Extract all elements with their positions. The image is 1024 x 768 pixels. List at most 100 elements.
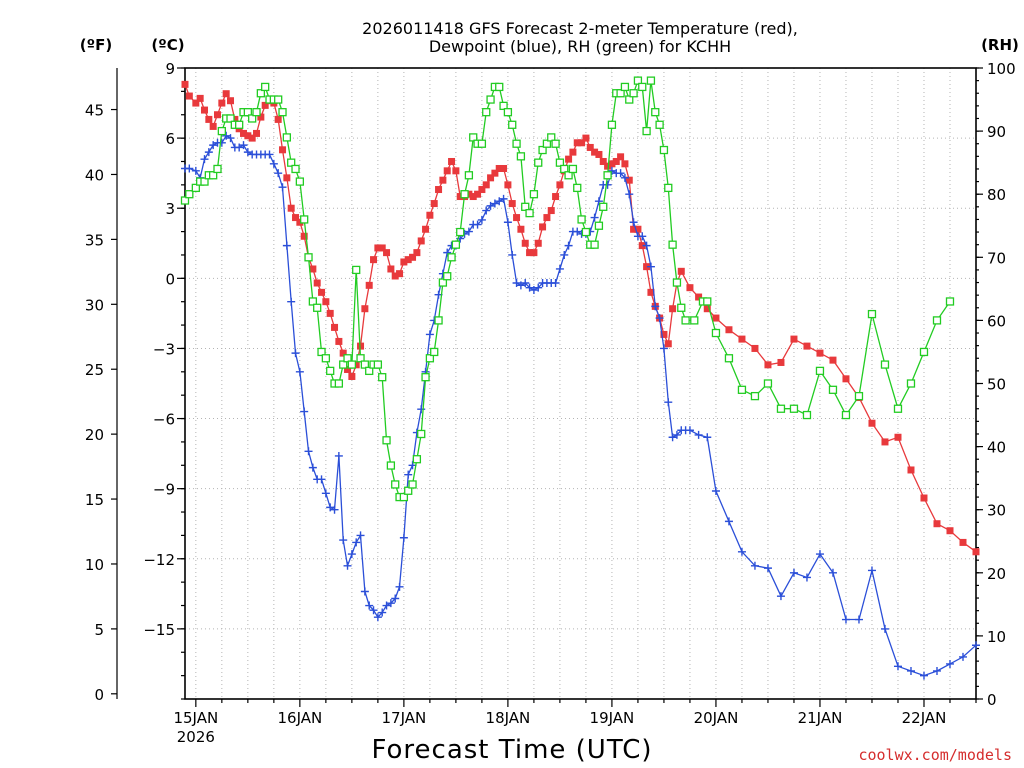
dewpoint-point: [317, 475, 326, 484]
temperature-point: [647, 288, 655, 296]
rh-point: [503, 108, 513, 117]
rh-point: [646, 76, 656, 85]
rh-point: [638, 82, 647, 92]
temperature-point: [335, 337, 343, 345]
temperature-point: [643, 263, 651, 271]
dewpoint-point: [482, 206, 491, 215]
rh-point: [625, 95, 634, 104]
temperature-point: [959, 538, 967, 546]
dewpoint-point: [854, 615, 863, 624]
dewpoint-point: [521, 279, 530, 288]
rh-point: [347, 360, 357, 369]
temperature-point: [695, 293, 703, 301]
rh-point: [945, 297, 955, 306]
rh-point: [295, 177, 305, 186]
dewpoint-point: [217, 138, 226, 147]
temperature-point: [201, 106, 209, 114]
x-tick-label: 19JAN: [590, 709, 635, 727]
rh-point: [373, 360, 383, 369]
dewpoint-point: [274, 169, 283, 178]
temperature-point: [712, 314, 720, 322]
rh-point: [932, 316, 942, 325]
dewpoint-point: [347, 550, 356, 559]
dewpoint-point: [564, 241, 573, 250]
temperature-point: [185, 92, 193, 100]
rh-point: [477, 139, 487, 148]
rh-point: [443, 272, 452, 281]
temperature-point: [738, 335, 746, 343]
dewpoint-point: [525, 283, 534, 292]
dewpoint-point: [945, 659, 954, 668]
fahrenheit-tick-label: 25: [85, 361, 104, 379]
temperature-point: [292, 214, 300, 222]
dewpoint-point: [209, 141, 218, 150]
rh-point: [603, 171, 612, 180]
rh-point: [594, 221, 604, 230]
dewpoint-point: [655, 314, 664, 323]
rh-point: [252, 108, 261, 117]
fahrenheit-tick-label: 45: [85, 102, 104, 120]
rh-point: [274, 95, 283, 104]
temperature-point: [604, 162, 612, 170]
temperature-point: [790, 335, 798, 343]
temperature-point: [842, 375, 850, 383]
rh-point: [421, 373, 430, 382]
rh-point: [616, 89, 625, 98]
temperature-point: [352, 361, 360, 369]
rh-point: [711, 328, 721, 338]
gridlines: [185, 67, 977, 699]
rh-point: [581, 227, 591, 237]
temperature-point: [495, 164, 503, 172]
dewpoint-point: [919, 671, 928, 680]
temperature-point: [816, 349, 824, 357]
x-axis-title: Forecast Time (UTC): [371, 735, 652, 765]
temperature-point: [396, 270, 404, 278]
rh-point: [534, 158, 543, 167]
celsius-tick-label: −3: [153, 340, 175, 358]
fahrenheit-tick-label: 10: [85, 556, 104, 574]
dewpoint-point: [603, 180, 612, 189]
temperature-point: [344, 365, 352, 373]
x-tick-label: 17JAN: [382, 709, 427, 727]
temperature-point: [383, 249, 391, 257]
temperature-point: [660, 330, 668, 338]
rh-point: [434, 316, 443, 325]
rh-point: [261, 82, 270, 92]
dewpoint-point: [685, 426, 694, 435]
x-tick-label: 20JAN: [694, 709, 739, 727]
rh-point: [542, 139, 552, 148]
dewpoint-point: [651, 302, 660, 311]
temperature-line: [184, 84, 977, 553]
rh-point: [525, 208, 534, 218]
x-tick-label: 16JAN: [277, 709, 322, 727]
rh-point: [404, 486, 413, 495]
fahrenheit-tick-label: 0: [94, 686, 104, 704]
rh-point: [482, 108, 491, 117]
dewpoint-point: [330, 505, 339, 514]
rh-point: [356, 354, 365, 363]
rh-point: [590, 240, 599, 249]
temperature-point: [300, 232, 308, 240]
dewpoint-point: [391, 594, 400, 603]
dewpoint-point: [776, 592, 785, 601]
temperature-point: [894, 433, 902, 441]
rh-tick-label: 10: [987, 628, 1006, 646]
temperature-point: [686, 284, 694, 292]
rh-point: [495, 82, 504, 92]
dewpoint-point: [417, 405, 426, 414]
temperature-point: [378, 244, 386, 252]
rh-point: [573, 183, 582, 193]
rh-point: [620, 82, 630, 92]
dewpoint-point: [529, 286, 538, 295]
temperature-point: [326, 309, 334, 317]
dewpoint-point: [477, 215, 486, 224]
temperature-point: [500, 164, 508, 172]
dewpoint-point: [464, 227, 473, 236]
temperature-point: [508, 200, 516, 208]
rh-point: [521, 202, 530, 211]
axis-ticks-and-labels: 9630−3−6−9−12−15051015202530354045010203…: [85, 60, 1016, 746]
rh-point: [555, 158, 565, 167]
rh-point: [919, 347, 929, 357]
fahrenheit-tick-label: 30: [85, 296, 104, 314]
